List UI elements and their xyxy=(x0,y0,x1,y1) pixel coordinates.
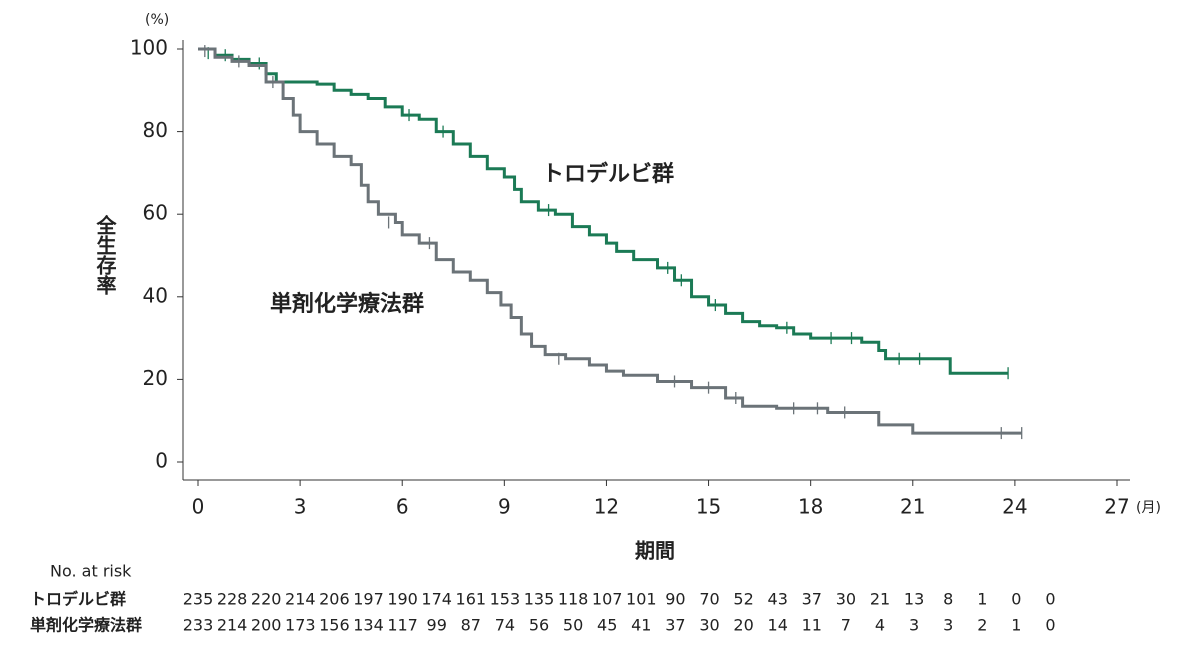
x-tick-label: 15 xyxy=(696,495,721,519)
risk-value: 7 xyxy=(841,616,851,635)
risk-value: 2 xyxy=(977,616,987,635)
y-tick-label: 20 xyxy=(143,366,168,390)
y-axis-title: 全生存率 xyxy=(93,214,117,296)
x-tick-label: 12 xyxy=(594,495,619,519)
x-unit: (月) xyxy=(1136,500,1161,516)
risk-value: 214 xyxy=(217,616,248,635)
risk-value: 30 xyxy=(836,590,856,609)
risk-value: 56 xyxy=(529,616,549,635)
risk-value: 87 xyxy=(461,616,481,635)
risk-value: 3 xyxy=(943,616,953,635)
risk-value: 197 xyxy=(353,590,384,609)
risk-title: No. at risk xyxy=(50,562,132,581)
risk-value: 99 xyxy=(427,616,447,635)
risk-value: 4 xyxy=(875,616,885,635)
x-tick-label: 27 xyxy=(1104,495,1129,519)
risk-value: 228 xyxy=(217,590,248,609)
risk-value: 43 xyxy=(768,590,788,609)
y-unit: (%) xyxy=(145,12,169,28)
risk-value: 0 xyxy=(1045,616,1055,635)
risk-value: 220 xyxy=(251,590,282,609)
risk-value: 161 xyxy=(456,590,487,609)
x-tick-label: 21 xyxy=(900,495,925,519)
risk-value: 117 xyxy=(387,616,418,635)
risk-value: 153 xyxy=(490,590,521,609)
risk-value: 70 xyxy=(699,590,719,609)
risk-value: 14 xyxy=(768,616,788,635)
risk-value: 156 xyxy=(319,616,350,635)
risk-value: 134 xyxy=(353,616,384,635)
risk-value: 37 xyxy=(665,616,685,635)
risk-value: 135 xyxy=(524,590,555,609)
risk-value: 0 xyxy=(1045,590,1055,609)
series-label: 単剤化学療法群 xyxy=(270,291,424,317)
risk-value: 174 xyxy=(421,590,452,609)
y-tick-label: 40 xyxy=(143,283,168,307)
x-tick-label: 9 xyxy=(498,495,511,519)
risk-value: 41 xyxy=(631,616,651,635)
survival-curve xyxy=(198,47,1009,375)
risk-value: 8 xyxy=(943,590,953,609)
risk-value: 50 xyxy=(563,616,583,635)
risk-value: 90 xyxy=(665,590,685,609)
risk-value: 173 xyxy=(285,616,316,635)
risk-value: 30 xyxy=(699,616,719,635)
risk-value: 206 xyxy=(319,590,350,609)
series-label: トロデルビ群 xyxy=(542,161,674,187)
risk-value: 1 xyxy=(1011,616,1021,635)
y-tick-label: 80 xyxy=(143,118,168,142)
x-tick-label: 0 xyxy=(192,495,205,519)
risk-value: 37 xyxy=(802,590,822,609)
risk-value: 21 xyxy=(870,590,890,609)
risk-value: 214 xyxy=(285,590,316,609)
survival-curve xyxy=(198,47,1022,435)
risk-value: 235 xyxy=(183,590,214,609)
x-tick-label: 18 xyxy=(798,495,823,519)
risk-row-label: トロデルビ群 xyxy=(30,590,126,609)
risk-value: 190 xyxy=(387,590,418,609)
y-tick-label: 100 xyxy=(130,36,168,60)
risk-row-label: 単剤化学療法群 xyxy=(30,616,142,635)
risk-value: 52 xyxy=(733,590,753,609)
risk-value: 1 xyxy=(977,590,987,609)
x-tick-label: 24 xyxy=(1002,495,1027,519)
risk-value: 118 xyxy=(558,590,589,609)
y-tick-label: 60 xyxy=(143,201,168,225)
risk-value: 233 xyxy=(183,616,214,635)
risk-value: 107 xyxy=(592,590,623,609)
risk-value: 20 xyxy=(733,616,753,635)
x-tick-label: 3 xyxy=(294,495,307,519)
risk-value: 101 xyxy=(626,590,657,609)
x-axis-title: 期間 xyxy=(635,539,675,563)
risk-value: 200 xyxy=(251,616,282,635)
risk-value: 0 xyxy=(1011,590,1021,609)
y-tick-label: 0 xyxy=(155,449,168,473)
risk-value: 45 xyxy=(597,616,617,635)
risk-value: 74 xyxy=(495,616,515,635)
risk-value: 3 xyxy=(909,616,919,635)
risk-value: 11 xyxy=(802,616,822,635)
risk-value: 13 xyxy=(904,590,924,609)
x-tick-label: 6 xyxy=(396,495,409,519)
